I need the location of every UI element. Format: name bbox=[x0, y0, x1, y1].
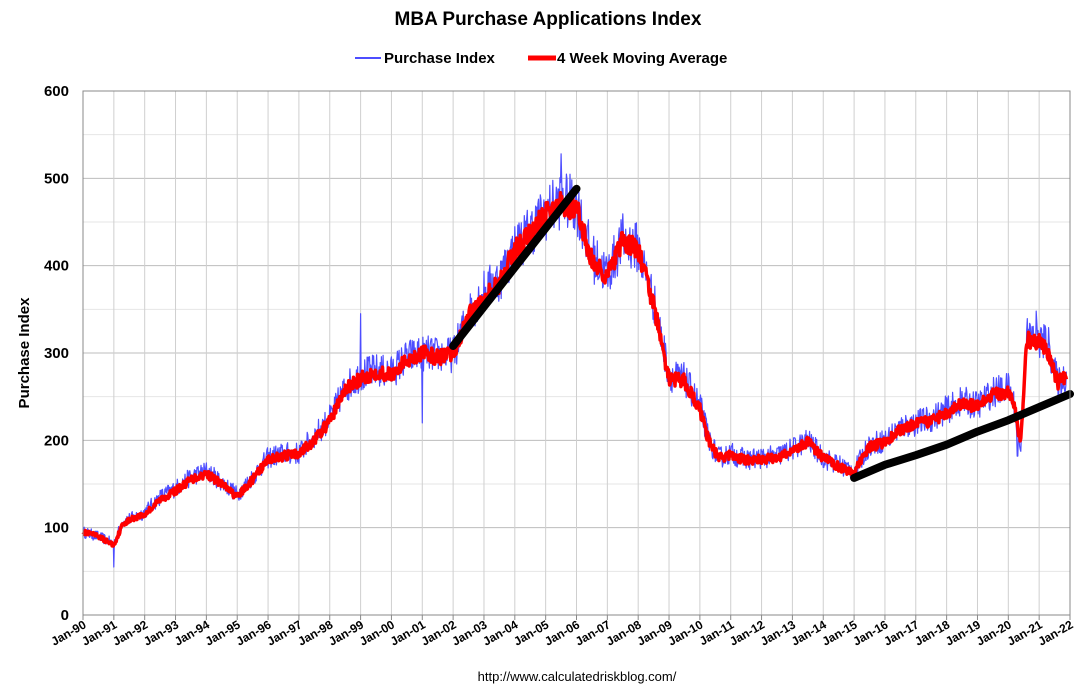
series-line-purchase-index bbox=[82, 153, 1067, 568]
legend: Purchase Index 4 Week Moving Average bbox=[355, 50, 727, 67]
y-axis-ticks: 0 100 200 300 400 500 600 bbox=[44, 83, 69, 624]
y-tick-label: 600 bbox=[44, 83, 69, 100]
y-tick-label: 500 bbox=[44, 170, 69, 187]
trend-line-1 bbox=[449, 184, 581, 350]
y-tick-label: 400 bbox=[44, 258, 69, 275]
series-lines bbox=[81, 153, 1069, 568]
y-tick-label: 0 bbox=[61, 607, 69, 624]
trend-lines bbox=[449, 184, 1074, 482]
trend-line-2 bbox=[850, 390, 1074, 482]
x-axis-ticks: Jan-90Jan-91Jan-92Jan-93Jan-94Jan-95Jan-… bbox=[49, 615, 1076, 649]
chart-title: MBA Purchase Applications Index bbox=[395, 9, 702, 30]
y-tick-label: 100 bbox=[44, 520, 69, 537]
grid bbox=[82, 90, 1071, 616]
series-line-moving-average bbox=[81, 191, 1069, 548]
y-axis-label: Purchase Index bbox=[16, 297, 33, 409]
legend-label-moving-average: 4 Week Moving Average bbox=[557, 50, 727, 67]
plot-area-border bbox=[82, 90, 1071, 616]
y-tick-label: 200 bbox=[44, 432, 69, 449]
legend-label-purchase-index: Purchase Index bbox=[384, 50, 496, 67]
source-url: http://www.calculatedriskblog.com/ bbox=[478, 669, 677, 684]
x-tick-label: Jan-10 bbox=[665, 617, 705, 648]
y-tick-label: 300 bbox=[44, 345, 69, 362]
x-tick-label: Jan-22 bbox=[1036, 617, 1076, 648]
